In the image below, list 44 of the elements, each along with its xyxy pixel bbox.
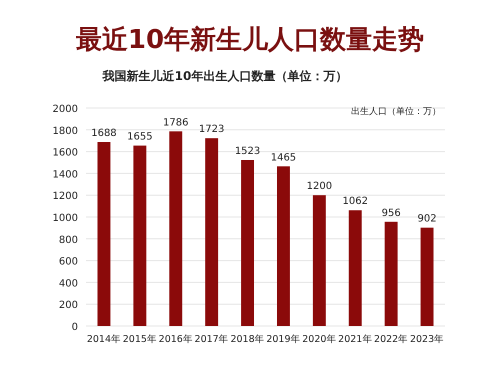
bar <box>384 222 398 326</box>
annotation: 出生人口（单位：万） <box>351 106 441 117</box>
y-tick-label: 400 <box>58 278 78 290</box>
bar <box>276 166 290 326</box>
chart-title: 最近10年新生儿人口数量走势 <box>74 25 424 55</box>
x-tick-label: 2015年 <box>122 333 157 345</box>
x-tick-label: 2022年 <box>374 333 408 345</box>
x-tick-label: 2017年 <box>194 333 229 345</box>
y-tick-label: 2000 <box>52 104 78 115</box>
data-label: 1200 <box>306 181 332 192</box>
bar <box>97 142 110 326</box>
x-tick-label: 2023年 <box>410 333 444 345</box>
bar <box>348 210 362 326</box>
x-tick-label: 2019年 <box>266 333 301 345</box>
x-tick-label: 2016年 <box>158 333 193 345</box>
x-tick-label: 2021年 <box>338 333 372 345</box>
bar <box>169 131 182 326</box>
x-tick-label: 2014年 <box>86 333 122 345</box>
y-tick-label: 1800 <box>52 126 78 137</box>
bar <box>205 138 218 326</box>
data-label: 1465 <box>270 152 296 164</box>
data-label: 956 <box>382 208 401 219</box>
y-tick-label: 1200 <box>52 191 78 202</box>
bar <box>133 146 146 326</box>
y-tick-label: 1000 <box>52 213 78 224</box>
y-tick-label: 600 <box>58 256 78 268</box>
y-tick-label: 800 <box>58 234 78 246</box>
data-label: 902 <box>418 214 437 225</box>
x-tick-label: 2018年 <box>230 333 265 345</box>
data-label: 1062 <box>342 196 368 208</box>
data-label: 1523 <box>234 146 260 157</box>
bar <box>420 228 434 326</box>
x-tick-label: 2020年 <box>302 333 336 345</box>
bar <box>312 195 326 326</box>
bar <box>241 160 254 326</box>
data-label: 1688 <box>91 128 117 140</box>
y-tick-label: 1400 <box>52 169 78 180</box>
data-label: 1655 <box>127 132 153 143</box>
data-label: 1723 <box>198 124 224 136</box>
data-label: 1786 <box>163 117 188 128</box>
y-tick-label: 1600 <box>52 148 78 159</box>
y-tick-label: 0 <box>72 322 78 333</box>
y-tick-label: 200 <box>58 300 78 312</box>
chart-subtitle: 我国新生儿近10年出生人口数量（单位：万） <box>102 69 348 83</box>
